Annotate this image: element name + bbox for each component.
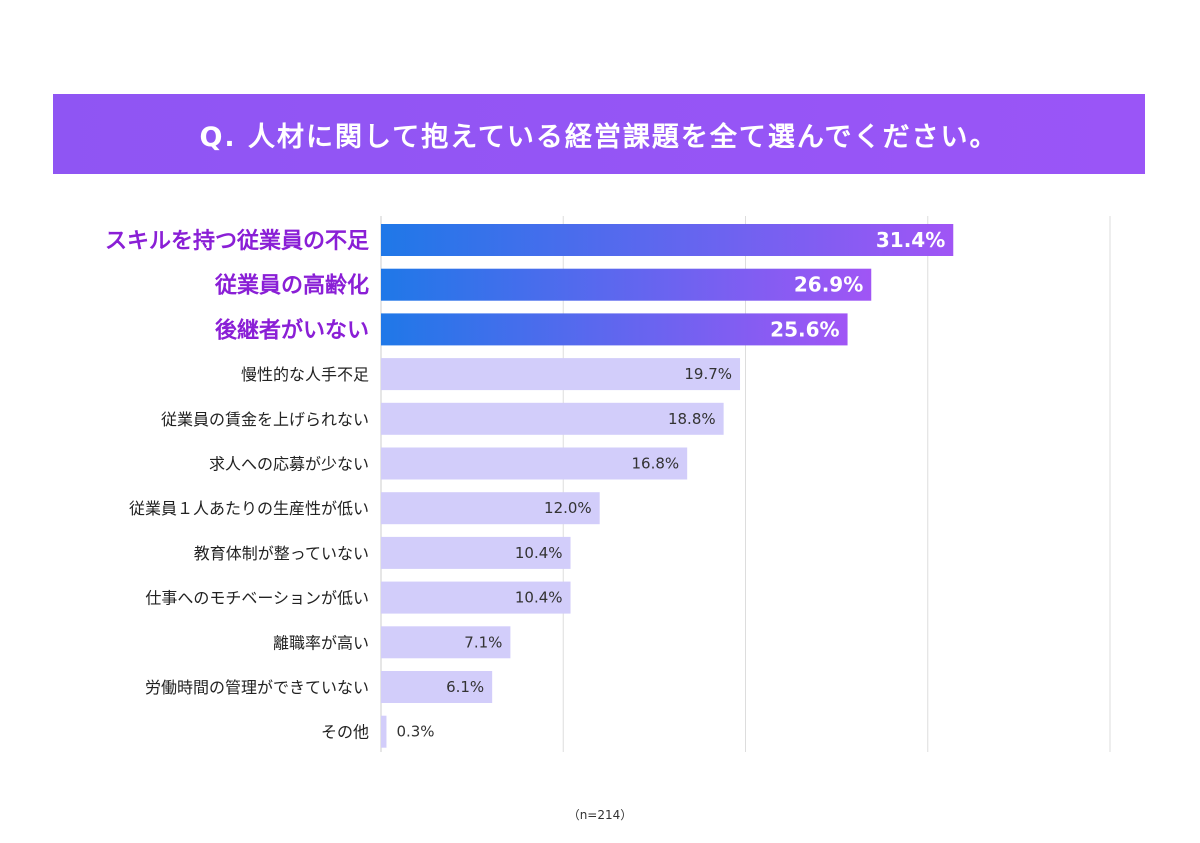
sample-size-note: （n=214） (567, 808, 633, 822)
value-label-2: 25.6% (770, 317, 839, 341)
title-banner: Q. 人材に関して抱えている経営課題を全て選んでください。 (53, 94, 1145, 174)
category-label-8: 仕事へのモチベーションが低い (145, 589, 369, 608)
bar-3 (381, 358, 741, 391)
value-label-8: 10.4% (515, 589, 563, 607)
value-label-5: 16.8% (632, 455, 680, 473)
category-label-1: 従業員の高齢化 (214, 273, 369, 299)
category-label-4: 従業員の賃金を上げられない (161, 410, 369, 429)
category-label-0: スキルを持つ従業員の不足 (105, 228, 369, 254)
category-label-10: 労働時間の管理ができていない (145, 678, 369, 697)
value-label-6: 12.0% (544, 499, 592, 517)
category-label-6: 従業員１人あたりの生産性が低い (129, 499, 369, 518)
bar-2 (381, 313, 848, 346)
value-label-9: 7.1% (464, 633, 502, 651)
bar-11 (381, 715, 387, 748)
bar-4 (381, 402, 724, 435)
bar-10 (381, 671, 493, 703)
bar-8 (381, 581, 571, 614)
chart-title: Q. 人材に関して抱えている経営課題を全て選んでください。 (199, 121, 999, 153)
bar-9 (381, 626, 511, 659)
bar-5 (381, 447, 688, 480)
category-label-11: その他 (321, 723, 369, 742)
value-label-4: 18.8% (668, 410, 716, 428)
bar-7 (381, 536, 571, 569)
value-label-11: 0.3% (396, 723, 434, 741)
category-label-3: 慢性的な人手不足 (241, 365, 369, 384)
bar-0 (381, 224, 954, 256)
value-label-1: 26.9% (794, 273, 863, 297)
category-label-2: 後継者がいない (215, 317, 369, 343)
value-label-3: 19.7% (684, 365, 732, 383)
bar-1 (381, 268, 872, 301)
value-label-7: 10.4% (515, 544, 563, 562)
value-label-10: 6.1% (446, 678, 484, 696)
category-label-7: 教育体制が整っていない (194, 544, 369, 563)
bar-6 (381, 492, 600, 525)
category-label-5: 求人への応募が少ない (209, 455, 369, 474)
value-label-0: 31.4% (876, 228, 945, 252)
category-label-9: 離職率が高い (273, 633, 369, 652)
